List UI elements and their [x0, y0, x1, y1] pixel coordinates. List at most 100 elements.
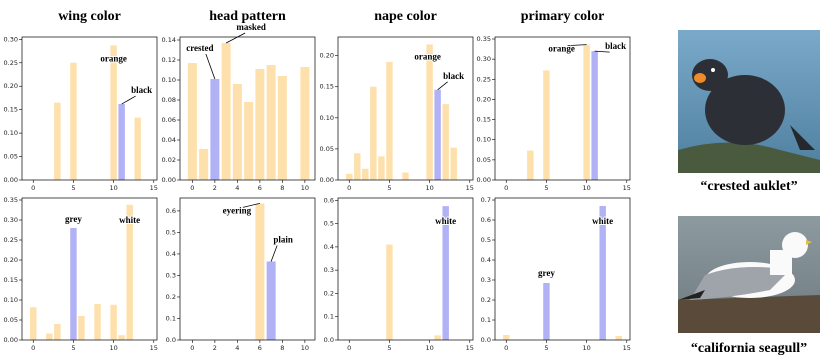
bar — [386, 244, 393, 340]
bar — [266, 65, 276, 180]
x-tick-label: 15 — [466, 344, 474, 352]
chart: 0.0 0.1 0.2 0.3 0.4 0.5 0.6 0.7 0 5 10 15 grey white — [481, 196, 631, 352]
annotation-arrow — [242, 202, 260, 208]
y-tick-label: 0.1 — [324, 313, 334, 321]
y-tick-label: 0.1 — [166, 314, 176, 322]
y-tick-label: 0.6 — [481, 216, 491, 224]
chart-title: head pattern — [209, 9, 286, 24]
y-tick-label: 0.10 — [4, 129, 18, 137]
y-tick-label: 0.15 — [4, 276, 18, 284]
x-tick-label: 5 — [387, 344, 391, 352]
x-tick-label: 5 — [387, 184, 391, 192]
y-tick-label: 0.05 — [477, 156, 491, 164]
bar — [583, 44, 590, 181]
bar — [221, 43, 231, 180]
bar — [126, 204, 133, 340]
annotation-arrow — [225, 32, 246, 44]
y-tick-label: 0.00 — [4, 176, 18, 184]
y-tick-label: 0.30 — [4, 216, 18, 224]
bar — [442, 104, 449, 180]
x-tick-label: 4 — [235, 184, 239, 192]
bar — [210, 79, 220, 180]
chart: 0.00 0.05 0.10 0.15 0.20 0.25 0.30 0.35 0 5 10 15 gr… — [4, 196, 158, 352]
x-tick-label: 10 — [425, 344, 433, 352]
bar-label: plain — [273, 235, 293, 245]
bar — [118, 104, 125, 180]
y-tick-label: 0.10 — [320, 114, 334, 122]
bar — [370, 86, 377, 180]
x-tick-label: 2 — [213, 344, 217, 352]
bar-label: orange — [548, 44, 575, 54]
x-tick-label: 0 — [190, 344, 194, 352]
bar — [266, 261, 276, 340]
bar — [54, 102, 61, 180]
bar-label: eyering — [223, 205, 252, 215]
bar-label: white — [119, 215, 140, 225]
bar-label: black — [443, 71, 464, 81]
y-tick-label: 0.25 — [4, 59, 18, 67]
bar — [543, 283, 550, 340]
y-tick-label: 0.6 — [166, 207, 176, 215]
bar — [110, 45, 117, 180]
y-tick-label: 0.30 — [477, 55, 491, 63]
y-tick-label: 0.4 — [166, 250, 176, 258]
x-tick-label: 0 — [504, 344, 508, 352]
y-tick-label: 0.2 — [166, 293, 176, 301]
plot-frame — [337, 197, 474, 341]
x-tick-label: 8 — [280, 184, 284, 192]
bar — [402, 172, 409, 180]
plot-frame — [179, 36, 316, 181]
image-caption: “crested auklet” — [700, 179, 797, 194]
x-tick-label: 0 — [190, 184, 194, 192]
bird-photo — [678, 30, 820, 173]
bar — [599, 206, 606, 340]
x-tick-label: 15 — [150, 344, 158, 352]
annotation-arrow — [594, 50, 610, 53]
y-tick-label: 0.35 — [4, 196, 18, 204]
y-tick-label: 0.12 — [162, 56, 176, 64]
y-tick-label: 0.02 — [162, 156, 176, 164]
bar — [354, 153, 361, 180]
bar — [442, 206, 449, 340]
bar — [386, 61, 393, 180]
bar — [362, 168, 369, 180]
bar — [199, 149, 209, 180]
plot-frame — [494, 36, 631, 181]
y-tick-label: 0.14 — [162, 36, 176, 44]
y-tick-label: 0.25 — [477, 75, 491, 83]
y-tick-label: 0.10 — [162, 76, 176, 84]
bar — [434, 335, 441, 340]
y-tick-label: 0.15 — [320, 83, 334, 91]
y-tick-label: 0.05 — [4, 153, 18, 161]
image-caption: “california seagull” — [691, 341, 807, 356]
chart-title: wing color — [58, 9, 121, 24]
y-tick-label: 0.0 — [166, 336, 176, 344]
bar — [70, 62, 77, 181]
x-tick-label: 0 — [347, 344, 351, 352]
bird-photo — [678, 216, 820, 333]
x-tick-label: 2 — [213, 184, 217, 192]
bar — [94, 304, 101, 340]
x-tick-label: 5 — [544, 184, 548, 192]
bar — [346, 173, 353, 180]
y-tick-label: 0.2 — [481, 296, 491, 304]
y-tick-label: 0.00 — [477, 176, 491, 184]
x-tick-label: 5 — [544, 344, 548, 352]
x-tick-label: 15 — [466, 184, 474, 192]
x-tick-label: 15 — [150, 184, 158, 192]
bar-label: orange — [414, 52, 441, 62]
bar — [434, 89, 441, 180]
y-tick-label: 0.15 — [477, 116, 491, 124]
x-tick-label: 5 — [71, 344, 75, 352]
bar — [118, 335, 125, 340]
y-tick-label: 0.04 — [162, 136, 176, 144]
bar — [300, 67, 310, 180]
x-tick-label: 4 — [235, 344, 239, 352]
annotation-arrow — [567, 44, 587, 47]
bar — [591, 51, 598, 181]
bar — [78, 316, 85, 340]
x-tick-label: 0 — [31, 344, 35, 352]
bar-label: black — [131, 85, 152, 95]
y-tick-label: 0.30 — [4, 35, 18, 43]
